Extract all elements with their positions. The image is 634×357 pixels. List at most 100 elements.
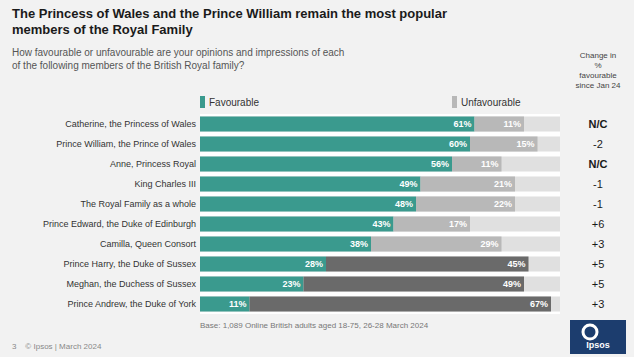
category-label: Prince Edward, the Duke of Edinburgh [43,219,196,229]
footer: 3 © Ipsos | March 2024 [12,342,102,351]
data-label: 61% [453,119,471,129]
bar [371,237,502,252]
row-separator [200,194,560,214]
change-value: +3 [592,238,605,250]
bar [200,257,326,272]
change-header: since Jan 24 [576,81,621,90]
data-label: 49% [399,179,417,189]
bar-track [200,277,560,292]
data-label: 60% [449,139,467,149]
logo-ring [583,325,597,339]
category-label: The Royal Family as a whole [80,199,196,209]
change-value: -2 [593,138,603,150]
category-label: Prince William, the Prince of Wales [56,139,196,149]
data-label: 15% [516,139,534,149]
bar [250,297,552,312]
bar [452,157,502,172]
row-separator [200,294,560,314]
change-header: favourable [579,71,617,80]
change-value: +5 [592,258,605,270]
bar [200,217,394,232]
row-separator [200,234,560,254]
chart: The Princess of Wales and the Prince Wil… [0,0,634,357]
category-label: King Charles III [134,179,196,189]
change-value: -1 [593,178,603,190]
change-value: N/C [589,118,608,130]
labels: 61% 11% Catherine, the Princess of Wales 60… [43,119,548,309]
bar [200,177,421,192]
bar [304,277,525,292]
bar [200,237,371,252]
data-label: 49% [503,279,521,289]
data-label: 23% [282,279,300,289]
data-label: 11% [481,159,499,169]
bar-track [200,257,560,272]
logo-box [570,320,626,354]
change-header: Change in [580,51,616,60]
change-value: N/C [589,158,608,170]
category-label: Prince Andrew, the Duke of York [67,299,196,309]
change-value: +5 [592,278,605,290]
bar-track [200,197,560,212]
bar [470,137,538,152]
bar [394,217,471,232]
row-separator [200,174,560,194]
bar-track [200,117,560,132]
data-label: 56% [431,159,449,169]
data-label: 48% [395,199,413,209]
bar-track [200,217,560,232]
bar [200,297,250,312]
data-label: 11% [229,299,247,309]
legend-entry: Favourable [209,97,259,108]
row-separator [200,214,560,234]
title: The Princess of Wales and the Prince Wil… [12,6,447,21]
data-label: 17% [449,219,467,229]
bar [326,257,529,272]
change-value: -1 [593,198,603,210]
data-label: 11% [503,119,521,129]
category-label: Anne, Princess Royal [110,159,196,169]
bar-track [200,177,560,192]
bar [200,157,452,172]
change-header: % [594,61,601,70]
row-separator [200,254,560,274]
bar [416,197,515,212]
bar-track [200,237,560,252]
subtitle: How favourable or unfavourable are your … [12,47,344,58]
data-label: 38% [350,239,368,249]
bar-track [200,157,560,172]
data-label: 22% [494,199,512,209]
row-separator [200,274,560,294]
title: members of the Royal Family [12,22,193,37]
legend-entry: Unfavourable [461,97,521,108]
data-label: 29% [480,239,498,249]
footnote: Base: 1,089 Online British adults aged 1… [200,321,429,330]
logo-text: Ipsos [586,340,610,350]
data-label: 43% [372,219,390,229]
data-label: 21% [494,179,512,189]
background [0,0,634,357]
legend-swatch [452,96,457,108]
row-separator [200,114,560,134]
row-separator [200,154,560,174]
bar [200,277,304,292]
bar-track [200,297,560,312]
legend-swatch [200,96,205,108]
bar [200,197,416,212]
bar [475,117,525,132]
category-label: Catherine, the Princess of Wales [65,119,196,129]
change-value: +6 [592,218,605,230]
change-value: +3 [592,298,605,310]
row-separator [200,134,560,154]
category-label: Prince Harry, the Duke of Sussex [64,259,197,269]
bar [200,117,475,132]
data-label: 67% [530,299,548,309]
logo: Ipsos [570,320,626,354]
bar-track [200,137,560,152]
subtitle: of the following members of the British … [12,60,245,71]
data-label: 28% [305,259,323,269]
bar [421,177,516,192]
category-label: Camilla, Queen Consort [100,239,197,249]
category-label: Meghan, the Duchess of Sussex [66,279,196,289]
data-label: 45% [507,259,525,269]
